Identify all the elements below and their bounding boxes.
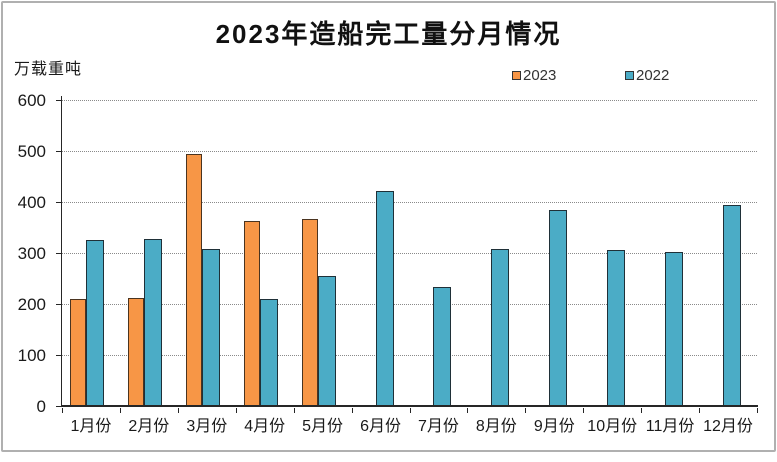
- x-axis-tick-7: [467, 408, 469, 413]
- bar-2023-3月份: [185, 154, 202, 406]
- bar-2022-9月份: [549, 209, 568, 406]
- bar-2022-12月份: [723, 205, 742, 406]
- y-axis-tick-400: [56, 202, 62, 203]
- bar-group-4月份: [236, 100, 294, 406]
- bar-pair-2月份: [127, 239, 162, 406]
- bar-2023-1月份: [69, 298, 86, 406]
- x-tick-label-11月份: 11月份: [645, 418, 695, 435]
- bar-group-2月份: [120, 100, 178, 406]
- y-axis-tick-500: [56, 151, 62, 152]
- bar-group-8月份: [467, 100, 525, 406]
- bar-2022-6月份: [375, 191, 394, 406]
- bar-group-12月份: [699, 100, 757, 406]
- y-tick-label-300: 300: [17, 244, 46, 263]
- y-tick-label-0: 0: [36, 397, 46, 416]
- bar-2022-11月份: [665, 251, 684, 406]
- x-axis-tick-4: [293, 408, 295, 413]
- gridline-500: [62, 151, 757, 152]
- x-axis-tick-12: [757, 408, 758, 413]
- y-axis-tick-600: [56, 100, 62, 101]
- bar-2022-8月份: [491, 248, 510, 406]
- x-axis-tick-5: [351, 408, 353, 413]
- x-tick-label-3月份: 3月份: [186, 418, 228, 435]
- bar-pair-5月份: [301, 218, 336, 406]
- y-tick-label-500: 500: [17, 142, 46, 161]
- x-axis-tick-6: [409, 408, 411, 413]
- x-tick-label-7月份: 7月份: [418, 418, 459, 435]
- bar-group-3月份: [178, 100, 236, 406]
- bar-2023-5月份: [301, 218, 318, 406]
- y-tick-label-400: 400: [17, 193, 46, 212]
- bar-pair-9月份: [533, 209, 568, 406]
- bar-2022-7月份: [433, 286, 452, 406]
- x-tick-label-4月份: 4月份: [244, 418, 286, 435]
- x-tick-label-1月份: 1月份: [70, 418, 112, 435]
- x-tick-label-8月份: 8月份: [475, 418, 517, 435]
- bar-group-5月份: [294, 100, 352, 406]
- y-axis-line: [61, 96, 62, 406]
- y-tick-label-100: 100: [17, 346, 46, 365]
- y-axis-tick-100: [56, 355, 62, 356]
- y-axis-tick-200: [56, 304, 62, 305]
- bar-pair-10月份: [591, 249, 626, 406]
- bar-pair-4月份: [243, 220, 278, 406]
- bar-group-1月份: [62, 100, 120, 406]
- gridline-600: [62, 100, 757, 101]
- bar-pair-3月份: [185, 154, 220, 406]
- y-tick-label-200: 200: [17, 295, 46, 314]
- bar-pair-6月份: [360, 191, 394, 406]
- bar-pair-1月份: [69, 240, 104, 406]
- legend-item-2023: 2023: [512, 66, 557, 84]
- x-tick-label-12月份: 12月份: [703, 418, 753, 435]
- x-axis-tick-0: [62, 408, 63, 413]
- bar-2022-10月份: [607, 249, 626, 406]
- bar-group-7月份: [410, 100, 468, 406]
- x-tick-label-9月份: 9月份: [533, 418, 575, 435]
- bar-2023-2月份: [127, 298, 144, 406]
- bar-2022-5月份: [317, 275, 336, 406]
- x-axis-line: [61, 405, 758, 407]
- bar-group-6月份: [352, 100, 410, 406]
- bar-2023-4月份: [243, 220, 260, 406]
- bar-pair-12月份: [707, 205, 742, 406]
- y-axis-tick-0: [56, 406, 62, 407]
- bar-pair-8月份: [475, 248, 510, 406]
- bar-2022-3月份: [201, 249, 220, 406]
- y-tick-label-600: 600: [17, 91, 46, 110]
- x-axis-tick-9: [583, 408, 585, 413]
- x-axis-tick-1: [119, 408, 121, 413]
- x-tick-label-6月份: 6月份: [360, 418, 401, 435]
- plot-area: [56, 96, 758, 413]
- x-axis-tick-10: [641, 408, 643, 413]
- x-tick-label-5月份: 5月份: [302, 418, 344, 435]
- x-tick-label-2月份: 2月份: [128, 418, 170, 435]
- x-tick-label-10月份: 10月份: [587, 418, 638, 435]
- legend-label-2022: 2022: [636, 66, 670, 84]
- gridline-300: [62, 253, 757, 254]
- bar-group-11月份: [641, 100, 699, 406]
- legend-swatch-2022: [625, 70, 634, 80]
- x-axis-tick-11: [699, 408, 701, 413]
- legend-label-2023: 2023: [523, 66, 557, 84]
- gridline-200: [62, 304, 757, 305]
- bar-2022-4月份: [259, 298, 278, 406]
- bar-pair-11月份: [649, 251, 684, 406]
- chart-title: 2023年造船完工量分月情况: [215, 19, 562, 49]
- y-axis-tick-300: [56, 253, 62, 254]
- x-axis-tick-2: [177, 408, 179, 413]
- gridline-100: [62, 355, 757, 356]
- legend-swatch-2023: [512, 70, 521, 80]
- x-axis-tick-8: [525, 408, 527, 413]
- bar-2022-2月份: [143, 239, 162, 406]
- bar-pair-7月份: [417, 286, 452, 406]
- bar-group-9月份: [525, 100, 583, 406]
- gridline-400: [62, 202, 757, 203]
- y-axis-unit-label: 万载重吨: [14, 61, 83, 78]
- x-axis-tick-3: [235, 408, 237, 413]
- legend-item-2022: 2022: [625, 66, 670, 84]
- bar-group-10月份: [583, 100, 641, 406]
- bar-2022-1月份: [85, 240, 104, 406]
